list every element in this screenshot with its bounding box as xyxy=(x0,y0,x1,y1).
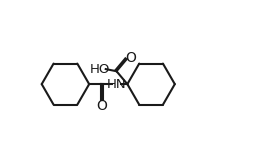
Text: HO: HO xyxy=(90,63,110,76)
Text: HN: HN xyxy=(107,78,126,91)
Text: O: O xyxy=(125,51,136,66)
Text: O: O xyxy=(97,99,107,113)
